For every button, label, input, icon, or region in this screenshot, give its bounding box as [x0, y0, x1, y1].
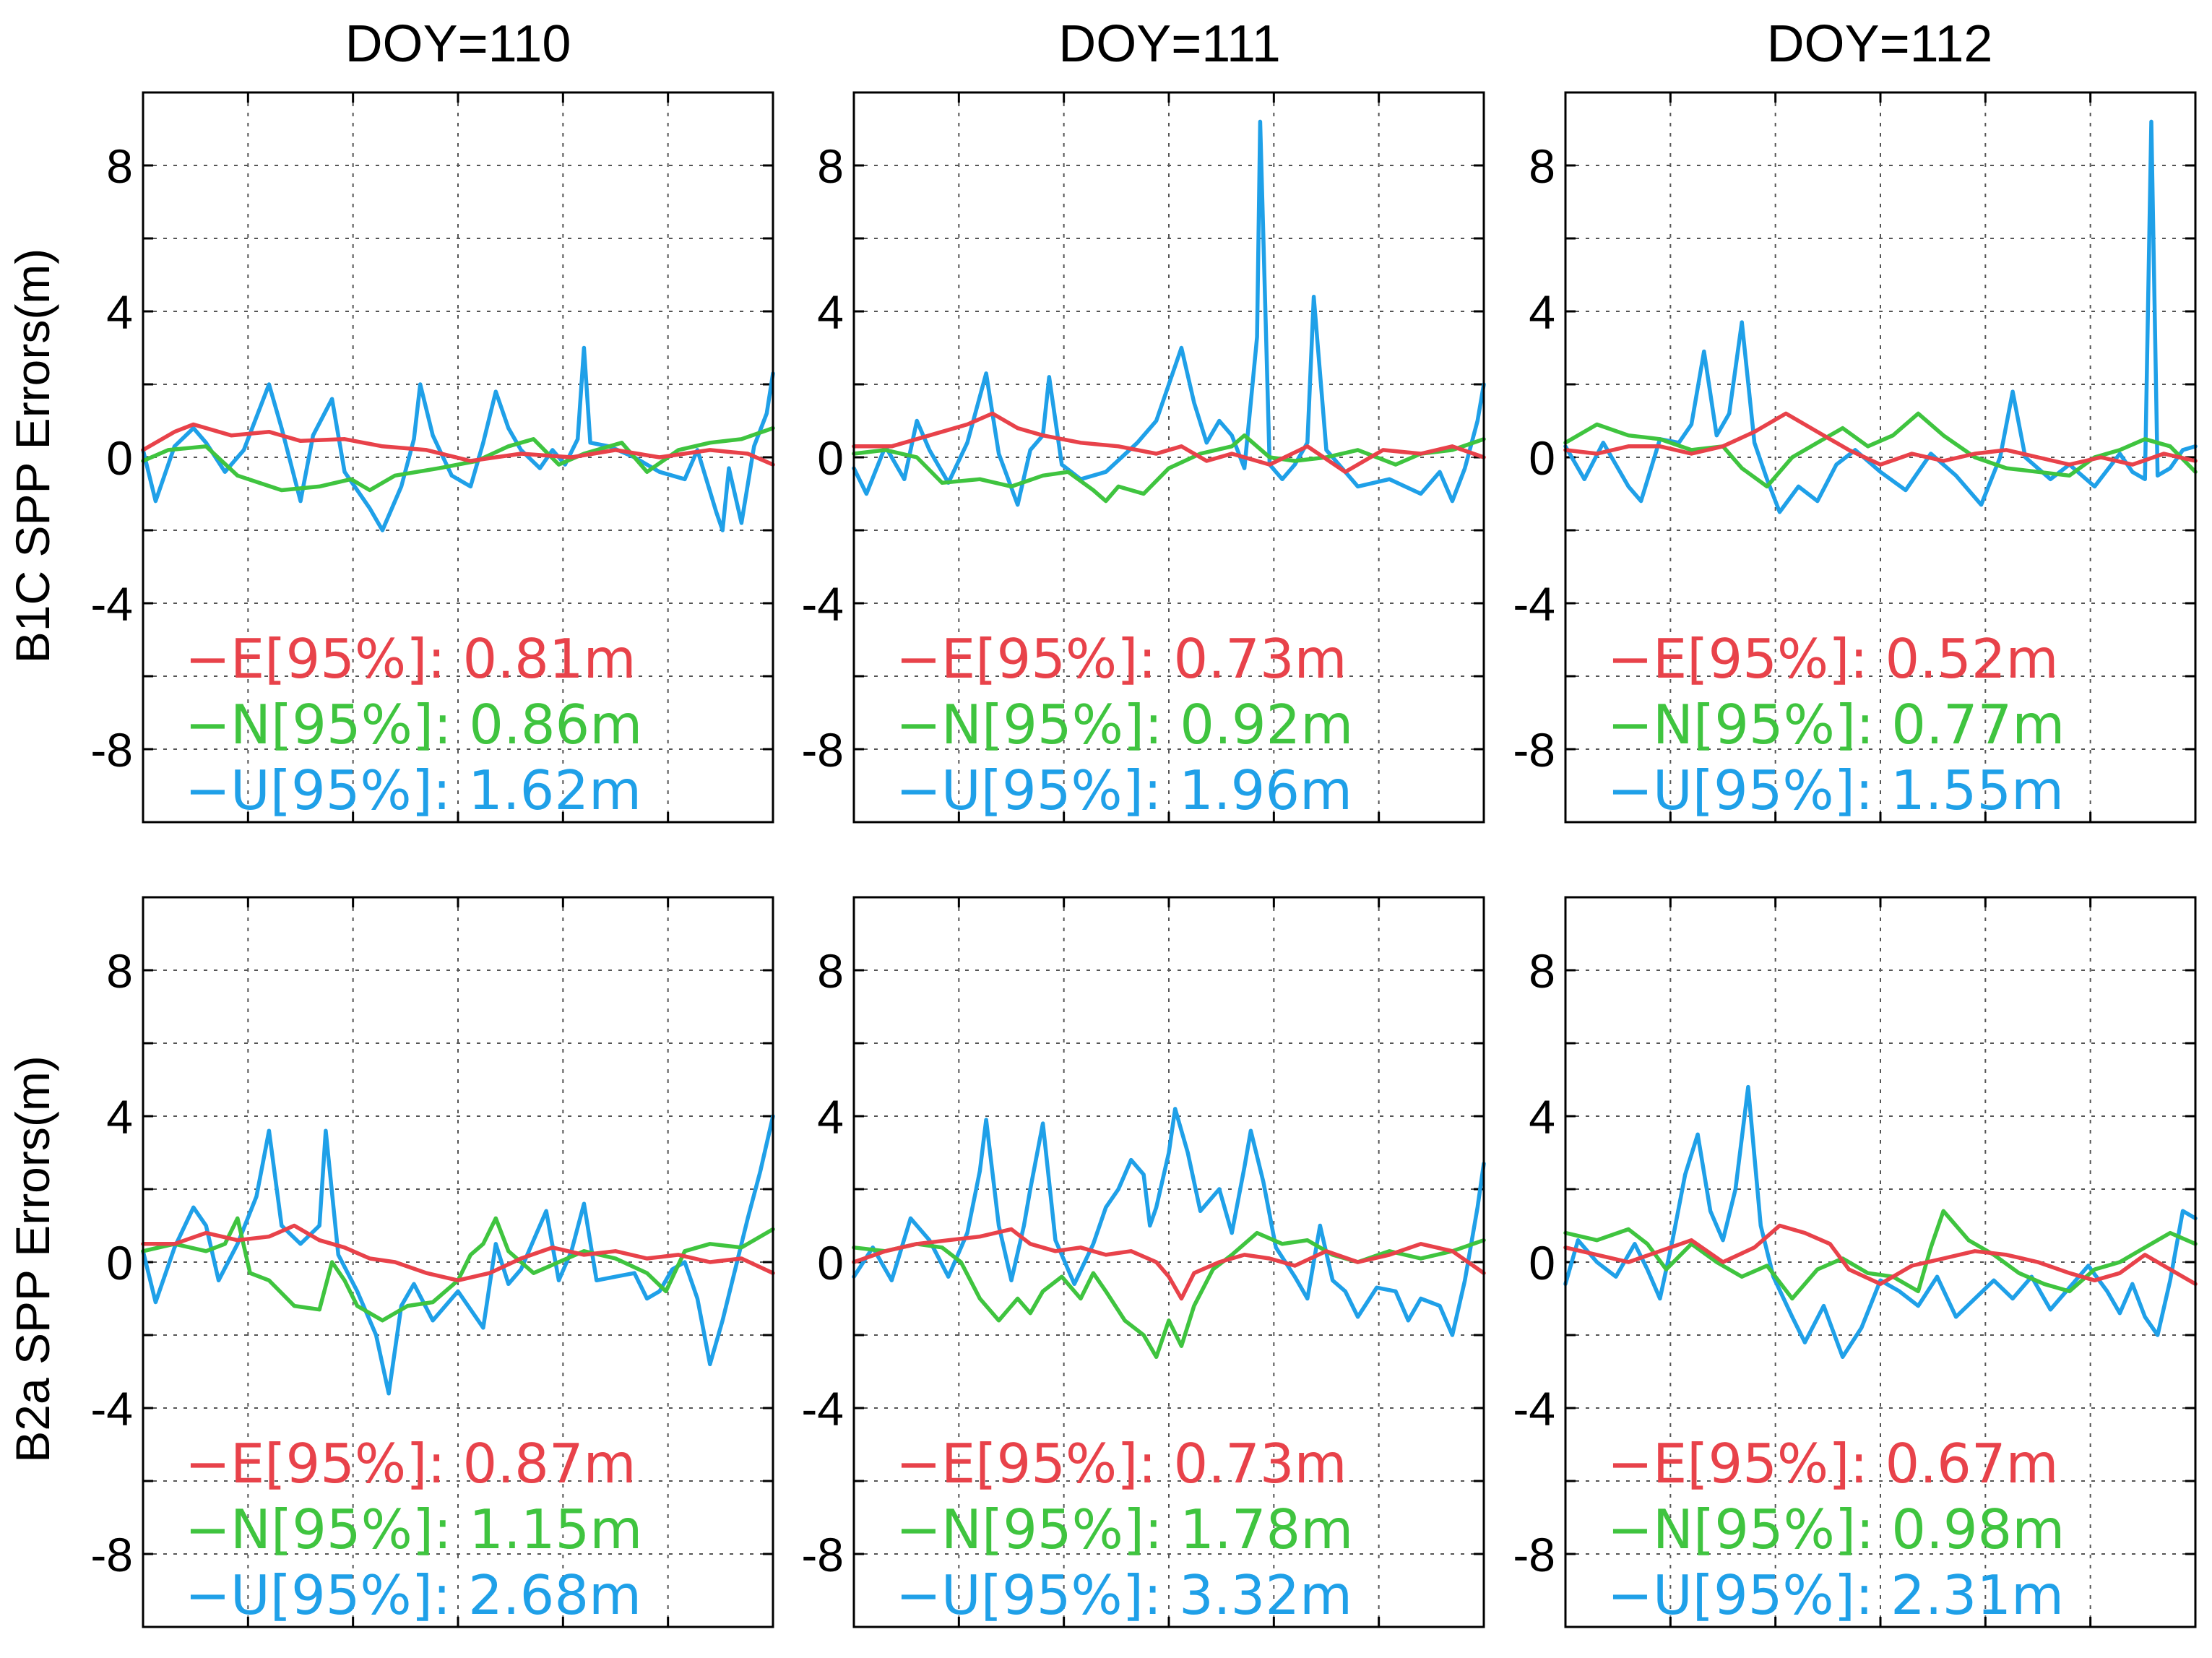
stat-label-up: −U[95%]: 1.96m	[896, 759, 1352, 822]
y-tick-label: 0	[817, 431, 844, 485]
stat-label-up: −U[95%]: 2.68m	[185, 1563, 641, 1627]
y-tick-label: 8	[817, 139, 844, 193]
series-line-east	[1563, 1223, 2198, 1287]
y-tick-label: -8	[1513, 723, 1555, 777]
column-title-doy-112: DOY=112	[1767, 15, 1993, 73]
axes-frame	[142, 896, 774, 1628]
series-line-up	[1563, 119, 2198, 514]
stat-label-east: −E[95%]: 0.73m	[896, 627, 1347, 691]
series-line-up	[852, 1107, 1486, 1337]
series-line-north	[141, 1216, 775, 1323]
stat-label-north: −N[95%]: 0.77m	[1607, 693, 2065, 756]
row-ylabels: B1C SPP Errors(m) B2a SPP Errors(m)	[6, 249, 59, 1463]
y-tick-label: 8	[106, 944, 133, 998]
stat-label-east: −E[95%]: 0.73m	[896, 1432, 1347, 1495]
y-tick-label: -8	[1513, 1528, 1555, 1581]
ylabel-b1c: B1C SPP Errors(m)	[6, 249, 59, 664]
stat-label-north: −N[95%]: 0.92m	[896, 693, 1353, 756]
y-tick-label: 4	[1529, 285, 1555, 339]
y-tick-label: 0	[1529, 1236, 1555, 1290]
stat-label-north: −N[95%]: 1.15m	[185, 1498, 642, 1561]
panel-r2-c3: 8 4 0 -4 -8 −E[95%]: 0.67m−N[95%]: 0.98m−U[95…	[1513, 896, 2198, 1628]
panel-r2-c1: 8 4 0 -4 -8 −E[95%]: 0.87m−N[95%]: 1.15m−U[95…	[90, 896, 775, 1628]
column-title-doy-110: DOY=110	[345, 15, 571, 73]
panel-r1-c2: 8 4 0 -4 -8 −E[95%]: 0.73m−N[95%]: 0.92m−U[95…	[801, 91, 1486, 824]
column-title-doy-111: DOY=111	[1058, 15, 1281, 73]
series-line-east	[1563, 411, 2198, 467]
stat-label-north: −N[95%]: 0.98m	[1607, 1498, 2065, 1561]
axes-frame	[852, 896, 1485, 1628]
panel-r1-c1: 8 4 0 -4 -8 −E[95%]: 0.81m−N[95%]: 0.86m−U[95…	[90, 91, 775, 824]
ylabel-b2a: B2a SPP Errors(m)	[6, 1055, 59, 1463]
stat-label-up: −U[95%]: 1.55m	[1607, 759, 2064, 822]
series-line-east	[852, 411, 1486, 474]
y-tick-label: -4	[1513, 1382, 1555, 1435]
axes-frame	[1564, 91, 2197, 824]
y-tick-label: -8	[801, 1528, 844, 1581]
y-tick-label: 8	[106, 139, 133, 193]
stat-label-east: −E[95%]: 0.52m	[1607, 627, 2059, 691]
panel-r2-c2: 8 4 0 -4 -8 −E[95%]: 0.73m−N[95%]: 1.78m−U[95…	[801, 896, 1486, 1628]
stat-label-east: −E[95%]: 0.87m	[185, 1432, 636, 1495]
y-tick-label: 8	[1529, 139, 1555, 193]
axes-frame	[1564, 896, 2197, 1628]
stat-label-east: −E[95%]: 0.81m	[185, 627, 636, 691]
y-tick-label: 0	[1529, 431, 1555, 485]
stat-label-up: −U[95%]: 3.32m	[896, 1563, 1352, 1627]
y-tick-label: 4	[817, 1090, 844, 1144]
column-titles: DOY=110 DOY=111 DOY=112	[345, 15, 1993, 73]
series-line-east	[141, 422, 775, 467]
y-tick-label: -8	[90, 1528, 133, 1581]
series-line-up	[141, 1114, 775, 1396]
y-tick-label: 8	[1529, 944, 1555, 998]
y-tick-label: -8	[801, 723, 844, 777]
series-line-north	[852, 433, 1486, 504]
panel-r1-c3: 8 4 0 -4 -8 −E[95%]: 0.52m−N[95%]: 0.77m−U[95…	[1513, 91, 2198, 824]
y-tick-label: 4	[106, 1090, 133, 1144]
y-tick-label: -4	[801, 1382, 844, 1435]
axes-frame	[142, 91, 774, 824]
stat-label-north: −N[95%]: 1.78m	[896, 1498, 1353, 1561]
series-line-up	[1563, 1084, 2198, 1360]
series-line-up	[852, 119, 1486, 507]
y-tick-label: 8	[817, 944, 844, 998]
y-tick-label: -4	[90, 1382, 133, 1435]
stat-label-east: −E[95%]: 0.67m	[1607, 1432, 2059, 1495]
y-tick-label: -8	[90, 723, 133, 777]
stat-label-up: −U[95%]: 1.62m	[185, 759, 641, 822]
y-tick-label: -4	[90, 577, 133, 631]
series-line-east	[141, 1223, 775, 1283]
panels: 840-4-8−E[95%]: 0.81m−N[95%]: 0.86m−U[95…	[90, 91, 2198, 1628]
y-tick-label: -4	[1513, 577, 1555, 631]
y-tick-label: 4	[1529, 1090, 1555, 1144]
y-tick-label: 0	[106, 431, 133, 485]
y-tick-label: 4	[817, 285, 844, 339]
y-tick-label: 0	[817, 1236, 844, 1290]
y-tick-label: 0	[106, 1236, 133, 1290]
stat-label-north: −N[95%]: 0.86m	[185, 693, 642, 756]
axes-frame	[852, 91, 1485, 824]
series-line-east	[852, 1227, 1486, 1301]
y-tick-label: 4	[106, 285, 133, 339]
stat-label-up: −U[95%]: 2.31m	[1607, 1563, 2064, 1627]
y-tick-label: -4	[801, 577, 844, 631]
